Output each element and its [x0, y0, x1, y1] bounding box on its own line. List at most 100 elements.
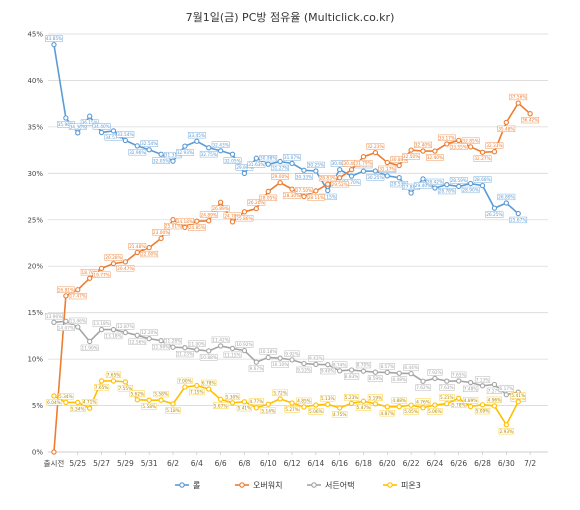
data-point [289, 400, 295, 406]
data-label-box [68, 317, 87, 324]
data-point [206, 348, 212, 354]
data-label-box [474, 408, 491, 415]
data-label-box [152, 157, 170, 164]
data-label-box [485, 211, 504, 218]
data-label-box [272, 389, 288, 396]
data-label-box [223, 351, 242, 358]
data-point [467, 403, 474, 410]
data-label-box [426, 154, 444, 161]
data-label: 13.96% [46, 314, 62, 320]
data-label: 26.25% [486, 212, 502, 218]
data-point [217, 199, 224, 205]
data-point [194, 138, 200, 144]
data-point [146, 336, 152, 342]
data-label: 4.77% [250, 399, 264, 405]
data-label: 32.54% [141, 141, 157, 147]
data-label: 11.42% [212, 337, 228, 343]
data-label: 24.78% [224, 213, 240, 219]
data-point [51, 393, 57, 399]
x-tick-label: 6/6 [215, 459, 227, 468]
data-label: 28.78% [439, 189, 455, 195]
data-label: 23.00% [153, 230, 169, 236]
data-point [241, 170, 248, 177]
data-label-box [259, 194, 278, 201]
data-label: 35.96% [58, 122, 74, 128]
data-label: 5.58% [142, 404, 156, 410]
data-label: 30.25% [367, 175, 383, 181]
data-point [146, 397, 152, 403]
data-label-box [128, 149, 147, 156]
data-label: 13.18% [93, 321, 109, 327]
data-label: 8.59% [369, 376, 383, 382]
data-point [253, 359, 259, 365]
data-point [444, 400, 450, 407]
data-point [337, 166, 343, 173]
data-label-box [187, 132, 206, 139]
data-label-box [68, 123, 87, 130]
data-point [456, 395, 462, 401]
data-point [229, 219, 236, 225]
data-label: 26.20% [248, 200, 264, 206]
data-label: 31.27% [272, 166, 288, 172]
data-point [134, 397, 140, 403]
data-label: 27.88% [403, 185, 419, 191]
data-label-box [284, 406, 300, 413]
data-label-box [414, 182, 432, 189]
data-label: 25.86% [236, 216, 252, 222]
data-label-box [449, 143, 468, 150]
data-label-box [497, 125, 516, 132]
data-label-box [189, 388, 205, 396]
data-point [515, 399, 521, 405]
data-point [420, 378, 426, 384]
data-label: 4.87% [380, 411, 394, 417]
data-point [396, 162, 402, 169]
legend-label-overwatch: 오버워치 [253, 480, 282, 490]
data-point [51, 319, 57, 325]
data-point [63, 293, 69, 299]
data-label: 4.88% [392, 398, 406, 404]
data-label: 11.15% [224, 352, 240, 358]
data-point [325, 187, 331, 194]
data-label: 33.17% [439, 135, 455, 141]
data-point [325, 401, 331, 407]
data-label: 5.34% [59, 394, 73, 400]
data-point [408, 147, 414, 153]
data-label: 29.52% [331, 182, 347, 188]
data-label: 5.62% [130, 391, 144, 397]
data-point [372, 168, 379, 174]
data-label-box [45, 35, 63, 42]
data-label: 6.78% [202, 381, 216, 387]
data-label-box [343, 373, 360, 380]
data-label: 28.90% [462, 188, 478, 194]
data-point [75, 324, 81, 330]
data-point [408, 402, 414, 408]
data-label: 4.75% [333, 412, 347, 418]
data-label: 21.48% [129, 244, 145, 250]
data-label-box [318, 175, 337, 182]
data-point [253, 205, 259, 212]
data-label: 5.47% [357, 405, 371, 411]
data-label: 32.05% [224, 158, 240, 164]
data-point [479, 182, 486, 189]
data-label-box [213, 402, 229, 409]
data-label: 7.48% [464, 387, 478, 393]
data-label: 12.20% [141, 330, 157, 336]
legend-marker-lol [179, 482, 185, 488]
data-label-box [92, 320, 111, 327]
data-point [479, 149, 486, 155]
data-label: 28.05% [260, 195, 276, 201]
data-label-box [116, 265, 135, 272]
data-label-box [463, 397, 479, 404]
series-sudden: 13.96% 14.07%13.46% 11.90% 13.18% 13.18% 12.8… [45, 313, 526, 402]
data-label-box [391, 397, 407, 404]
data-label-box [247, 199, 266, 206]
data-label: 25.67% [510, 218, 526, 224]
y-axis-ticks: 0% 5% 10% 15% 20% 25% 30% 35% 40% 45% [27, 31, 43, 457]
data-label-box [141, 403, 157, 410]
data-point [206, 145, 212, 151]
data-label: 5.06% [428, 409, 442, 415]
data-label-box [354, 160, 373, 167]
data-point [75, 399, 81, 406]
data-point [241, 347, 248, 354]
data-label-box [176, 149, 194, 156]
